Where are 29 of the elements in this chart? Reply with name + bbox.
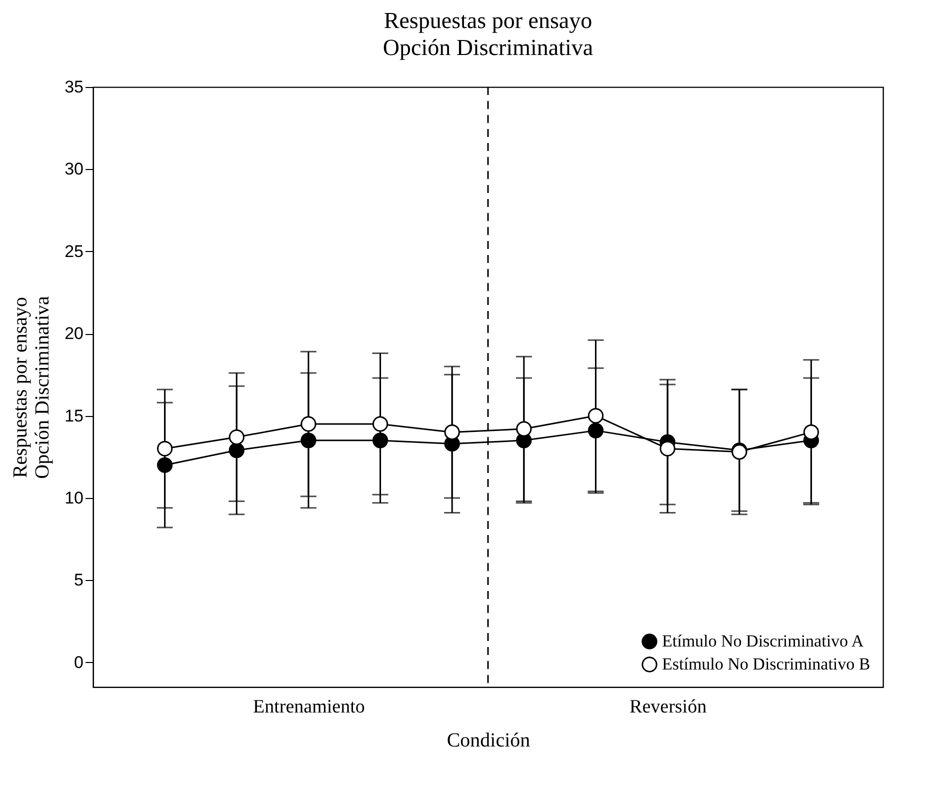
point	[300, 416, 316, 432]
point	[156, 440, 173, 456]
point	[660, 440, 676, 456]
y-tick-label: 25	[64, 242, 84, 261]
point	[588, 422, 604, 438]
point	[228, 442, 244, 458]
y-tick-label: 0	[74, 652, 84, 672]
x-tick-label: Reversión	[630, 696, 708, 718]
point	[228, 429, 244, 445]
y-tick-label: 20	[64, 324, 84, 344]
y-tick-label: 5	[74, 570, 84, 590]
point	[372, 432, 388, 448]
y-tick-label: 35	[64, 78, 84, 96]
point	[444, 424, 460, 440]
x-axis-title: Condición	[446, 730, 530, 752]
point	[516, 421, 532, 437]
point	[803, 424, 820, 440]
y-tick-label: 15	[64, 406, 84, 426]
y-tick-label: 10	[64, 488, 84, 508]
point	[300, 432, 316, 448]
chart-title: Respuestas por ensayo Opción Discriminativa	[382, 8, 594, 60]
point	[372, 416, 388, 432]
legend-label: Estímulo No Discriminativo B	[662, 654, 870, 674]
y-axis-title: Respuestas por ensayo Opción Discriminativa	[10, 296, 54, 479]
legend-label: Etímulo No Discriminativo A	[662, 632, 864, 650]
y-tick-label: 30	[64, 160, 84, 179]
point	[588, 408, 604, 424]
point	[156, 457, 173, 473]
x-tick-label: Entrenamiento	[253, 696, 365, 718]
